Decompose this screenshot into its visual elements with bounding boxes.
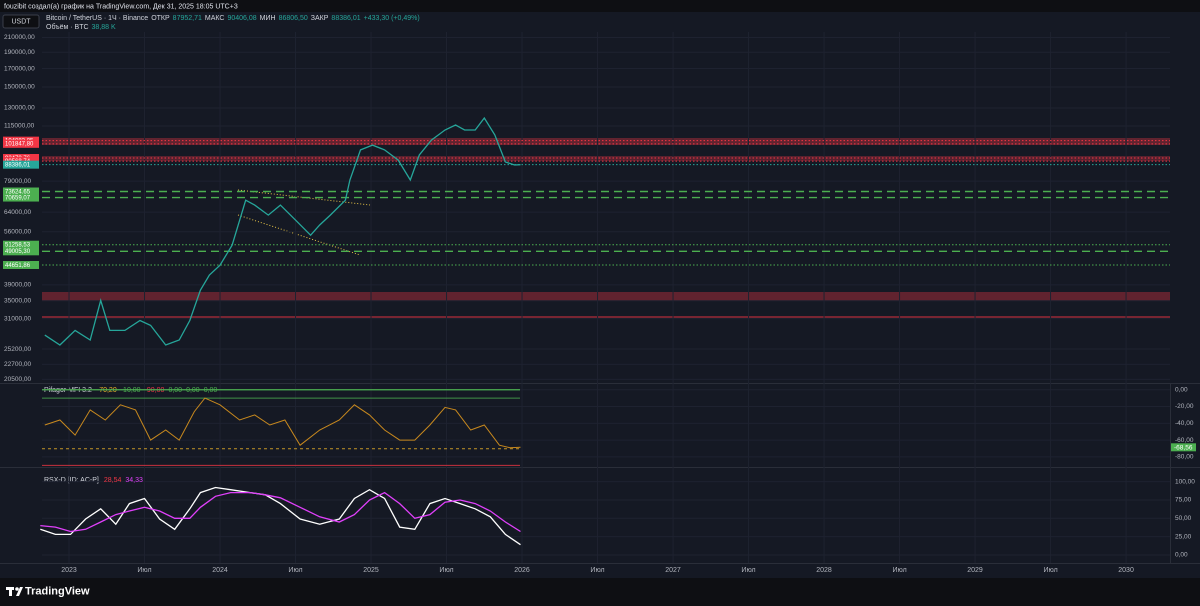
y-tick-label: -20,00 <box>1175 403 1194 410</box>
price-line <box>44 116 521 346</box>
x-tick-label: Июл <box>439 567 453 574</box>
y-tick-label: 130000,00 <box>4 105 35 112</box>
mfi-line <box>44 397 521 449</box>
price-level-tag <box>3 139 39 148</box>
x-tick-label: 2030 <box>1118 567 1134 574</box>
trend-line <box>237 214 361 256</box>
legend-item: 88386,01 <box>331 15 360 22</box>
y-tick-label: 25200,00 <box>4 346 31 353</box>
supply-line <box>42 316 1170 318</box>
legend-item: МАКС <box>205 15 225 22</box>
y-tick-label: 115000,00 <box>4 123 35 130</box>
price-level-label: 88386,01 <box>5 163 31 169</box>
indicator-param: -10,00 <box>121 387 141 394</box>
legend-item: Объём · BTC <box>46 23 89 31</box>
y-tick-label: 0,00 <box>1175 552 1188 559</box>
rsx-line <box>40 486 521 546</box>
legend-item: Bitcoin / TetherUS · 1Ч · Binance <box>46 15 148 22</box>
logo-shape <box>15 587 19 591</box>
rsx-line <box>40 491 521 533</box>
price-level-tag <box>3 193 39 202</box>
x-tick-label: 2027 <box>665 567 681 574</box>
brand-logo[interactable] <box>6 587 23 596</box>
legend-item: 90406,08 <box>227 15 256 22</box>
logo-shape <box>9 587 12 596</box>
x-tick-label: 2023 <box>61 567 77 574</box>
price-level-label: 73624,65 <box>5 189 31 195</box>
x-tick-label: 2025 <box>363 567 379 574</box>
supply-zone <box>42 292 1170 301</box>
indicator-param: -90,00 <box>145 387 165 394</box>
y-tick-label: 25,00 <box>1175 533 1192 540</box>
legend-item: ОТКР <box>151 15 170 22</box>
price-level-tag <box>3 160 39 169</box>
y-tick-label: 75,00 <box>1175 497 1192 504</box>
x-tick-label: Июл <box>1043 567 1057 574</box>
y-tick-label: 210000,00 <box>4 34 35 41</box>
price-level-tag <box>3 187 39 196</box>
price-level-label: 44651,86 <box>5 263 31 269</box>
legend-item: +433,30 (+0,49%) <box>364 15 420 22</box>
chart-background <box>0 12 1200 578</box>
legend-item: ЗАКР <box>311 15 329 22</box>
symbol-box[interactable] <box>2 14 40 29</box>
y-tick-label: 79000,00 <box>4 178 31 185</box>
brand-name[interactable]: TradingView <box>25 585 90 597</box>
y-tick-label: 190000,00 <box>4 49 35 56</box>
x-tick-label: 2024 <box>212 567 228 574</box>
y-tick-label: -80,00 <box>1175 454 1194 461</box>
legend-item: 86806,50 <box>279 15 308 22</box>
legend-item: 38,88 K <box>92 24 116 31</box>
current-value-label: -68,56 <box>1174 444 1193 451</box>
x-tick-label: Июл <box>137 567 151 574</box>
y-tick-label: 35000,00 <box>4 297 31 304</box>
y-tick-label: 64000,00 <box>4 209 31 216</box>
resistance-zone <box>42 138 1170 145</box>
indicator-param: 34,33 <box>125 477 143 484</box>
logo-shape <box>16 587 23 596</box>
x-tick-label: Июл <box>741 567 755 574</box>
x-tick-label: Июл <box>590 567 604 574</box>
current-value-tag <box>1171 443 1196 452</box>
price-level-label: 101847,80 <box>5 142 34 148</box>
y-tick-label: 56000,00 <box>4 228 31 235</box>
top-bar-text: fouzibit создал(а) график на TradingView… <box>4 3 238 10</box>
indicator-param: 0,00 <box>168 387 182 394</box>
legend-item: МИН <box>260 15 276 22</box>
y-tick-label: 0,00 <box>1175 386 1188 393</box>
y-tick-label: 150000,00 <box>4 84 35 91</box>
indicator-param: 28,54 <box>104 477 122 484</box>
rsx-title: RSX-D [ID: AC-P] <box>44 477 99 484</box>
indicator-param: 0,00 <box>186 387 200 394</box>
y-tick-label: -40,00 <box>1175 420 1194 427</box>
x-tick-label: Июл <box>288 567 302 574</box>
mfi-title: Pifagor MFI 3.2 <box>44 387 92 394</box>
price-level-label: 70659,07 <box>5 195 31 201</box>
legend-item: 87952,71 <box>173 15 202 22</box>
y-tick-label: -60,00 <box>1175 437 1194 444</box>
price-level-tag <box>3 240 39 249</box>
price-level-tag <box>3 247 39 256</box>
x-tick-label: 2026 <box>514 567 530 574</box>
x-tick-label: Июл <box>892 567 906 574</box>
y-tick-label: 20500,00 <box>4 376 31 383</box>
x-tick-label: 2029 <box>967 567 983 574</box>
y-tick-label: 100,00 <box>1175 478 1195 485</box>
y-tick-label: 50,00 <box>1175 515 1192 522</box>
indicator-param: 0,00 <box>204 387 218 394</box>
y-tick-label: 39000,00 <box>4 282 31 289</box>
x-tick-label: 2028 <box>816 567 832 574</box>
symbol-box-text[interactable]: USDT <box>11 18 31 25</box>
price-level-label: 51258,53 <box>5 243 31 249</box>
indicator-param: -70,20 <box>97 387 117 394</box>
price-level-tag <box>3 260 39 269</box>
y-tick-label: 22700,00 <box>4 361 31 368</box>
y-tick-label: 31000,00 <box>4 315 31 322</box>
y-tick-label: 170000,00 <box>4 65 35 72</box>
price-level-label: 49005,30 <box>5 249 31 255</box>
